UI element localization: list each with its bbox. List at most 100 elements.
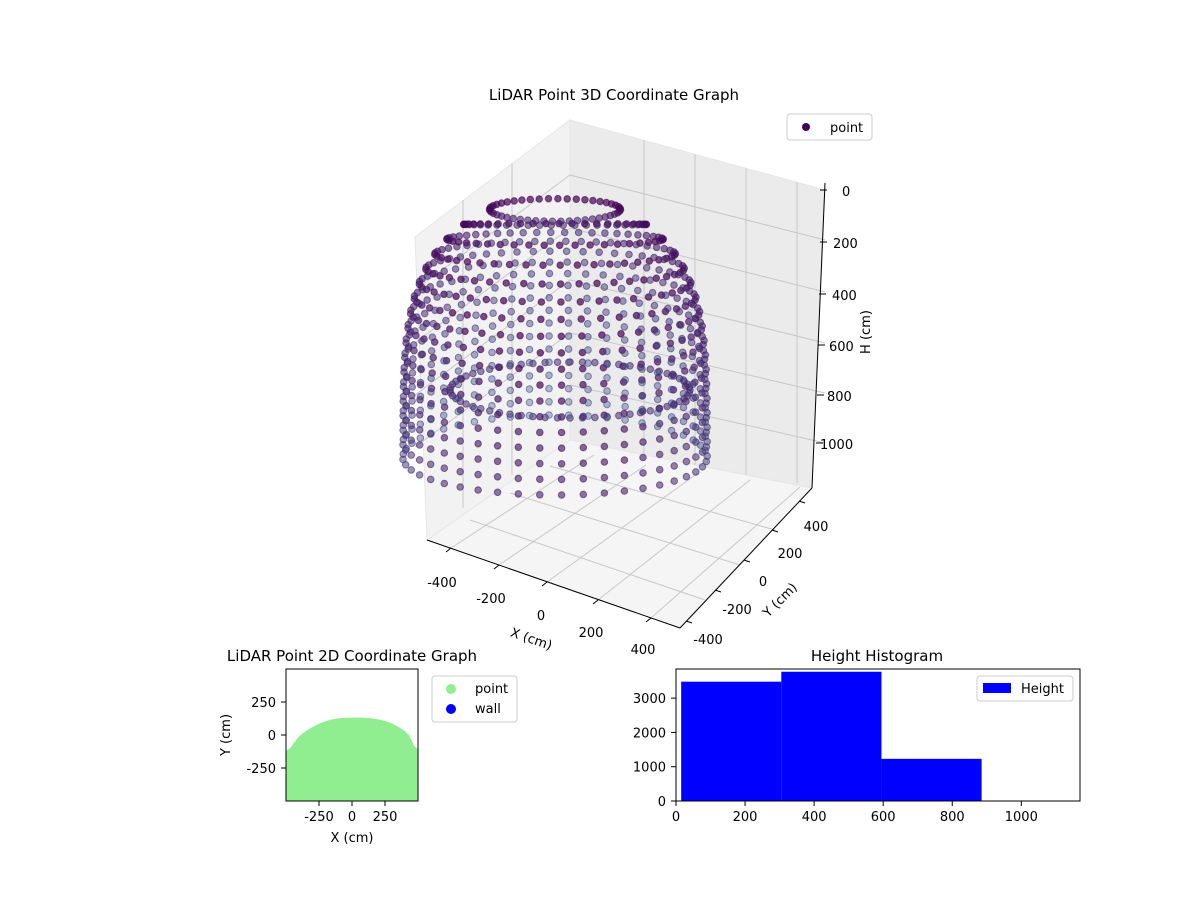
legend-2d-wall-label: wall: [475, 702, 501, 717]
histogram-bar: [881, 758, 982, 801]
x-tick-label: -200: [476, 592, 506, 607]
cloud-point: [494, 379, 503, 387]
cloud-point: [667, 399, 676, 408]
cloud-point: [470, 350, 479, 359]
cloud-point: [620, 425, 629, 433]
cloud-point: [440, 418, 449, 427]
cloud-point: [563, 269, 572, 278]
cloud-point: [525, 332, 534, 341]
cloud-point: [675, 307, 684, 316]
cloud-point: [667, 413, 676, 421]
cloud-point: [606, 260, 614, 268]
cloud-point: [667, 385, 676, 394]
cloud-point: [507, 307, 516, 316]
cloud-point: [493, 457, 502, 466]
cloud-point: [540, 217, 548, 225]
legend-2d: point wall: [431, 675, 518, 723]
cloud-point: [593, 221, 601, 229]
cloud-point: [506, 399, 515, 408]
cloud-point: [416, 378, 425, 387]
cloud-point: [621, 221, 629, 229]
legend-2d-point-label: point: [475, 682, 508, 697]
cloud-point: [636, 312, 645, 320]
cloud-point: [638, 376, 646, 384]
cloud-point: [488, 348, 496, 357]
y-axis-label: Y (cm): [219, 714, 234, 757]
y-tick-label: 0: [759, 575, 767, 590]
cloud-point: [454, 407, 463, 416]
cloud-point: [663, 369, 671, 378]
histogram-ticks: 0 200 400 600 800 1000 0 1000 2000 3000: [633, 692, 1038, 825]
legend-hist: Height: [976, 675, 1074, 702]
cloud-point: [560, 228, 569, 237]
cloud-point: [506, 413, 515, 421]
cloud-point: [646, 276, 654, 284]
cloud-point: [518, 297, 527, 306]
cloud-point: [689, 436, 698, 444]
cloud-point: [595, 214, 604, 222]
cloud-point: [443, 303, 452, 312]
cloud-point: [403, 373, 411, 382]
cloud-point: [556, 261, 565, 270]
chart-2d-ticks: -250 0 250 250 0 -250 X (cm) Y (cm): [219, 696, 397, 846]
cloud-point: [454, 380, 463, 389]
cloud-point: [557, 315, 565, 324]
x-tick-label: -400: [427, 576, 457, 591]
cloud-point: [557, 444, 566, 453]
cloud-point: [442, 356, 451, 365]
cloud-point: [603, 221, 612, 229]
cloud-point: [476, 273, 485, 282]
cloud-point: [603, 374, 611, 382]
cloud-point: [600, 473, 609, 482]
cloud-point: [578, 358, 587, 367]
cloud-point: [637, 325, 645, 334]
y-tick-label: 0: [658, 795, 666, 810]
cloud-point: [515, 238, 524, 246]
cloud-point: [546, 247, 554, 255]
cloud-point: [439, 411, 448, 420]
cloud-point: [602, 334, 611, 342]
cloud-point: [426, 283, 435, 291]
y-tick-label: 250: [251, 696, 276, 711]
legend-3d-label: point: [830, 121, 863, 136]
cloud-point: [493, 442, 502, 450]
cloud-point: [456, 452, 465, 461]
cloud-point: [540, 241, 549, 250]
cloud-point: [464, 263, 473, 271]
cloud-point: [624, 230, 632, 238]
cloud-point: [546, 237, 555, 245]
cloud-point: [404, 345, 412, 353]
cloud-point: [480, 312, 488, 321]
x-axis-label: X (cm): [508, 626, 554, 654]
cloud-point: [612, 221, 621, 229]
cloud-point: [601, 229, 609, 237]
cloud-point: [408, 411, 416, 419]
z-tick-label: 600: [829, 340, 854, 355]
cloud-point: [648, 309, 656, 318]
cloud-point: [494, 395, 502, 403]
z-tick-label: 400: [832, 289, 857, 304]
cloud-point: [439, 384, 448, 392]
cloud-point: [526, 282, 535, 290]
cloud-point: [557, 217, 565, 226]
cloud-point: [433, 293, 441, 301]
cloud-point: [564, 332, 573, 340]
cloud-point: [477, 367, 485, 376]
cloud-point: [472, 230, 480, 239]
cloud-point: [692, 468, 700, 476]
cloud-point: [415, 299, 424, 308]
x-tick-label: 400: [802, 810, 827, 825]
cloud-point: [621, 349, 629, 358]
cloud-point: [653, 368, 662, 377]
cloud-point: [571, 221, 579, 229]
cloud-point: [440, 403, 449, 411]
cloud-point: [583, 320, 592, 328]
cloud-point: [695, 342, 703, 351]
cloud-point: [679, 389, 688, 398]
cloud-point: [646, 407, 655, 415]
cloud-point: [696, 370, 704, 379]
cloud-point: [601, 295, 610, 304]
cloud-point: [455, 232, 464, 240]
x-tick-label: 800: [940, 810, 965, 825]
cloud-point: [514, 459, 523, 467]
